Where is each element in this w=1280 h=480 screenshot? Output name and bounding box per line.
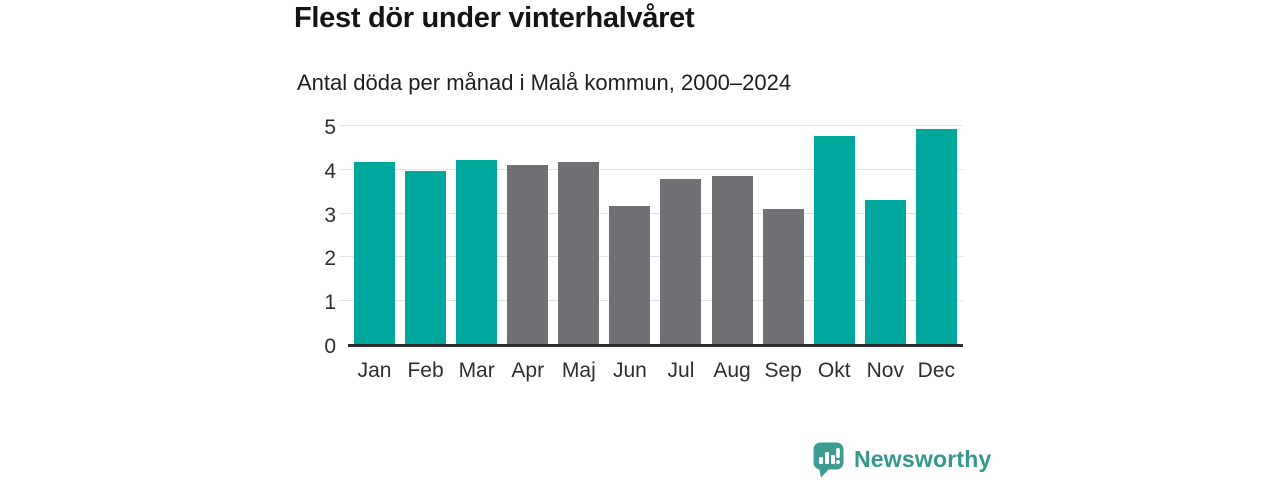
x-tick-label: Feb bbox=[407, 359, 444, 382]
bar-mar bbox=[456, 160, 498, 344]
y-tick-label: 5 bbox=[324, 116, 336, 139]
x-tick-label: Mar bbox=[458, 359, 495, 382]
plot-area bbox=[340, 125, 963, 347]
gridline-y5 bbox=[340, 125, 963, 126]
x-axis-labels: Jan Feb Mar Apr Maj Jun Jul Aug Sep Okt Nov Dec bbox=[348, 359, 963, 383]
y-tick-label: 2 bbox=[324, 247, 336, 271]
newsworthy-logo-text: Newsworthy bbox=[854, 446, 992, 472]
bar-okt bbox=[813, 135, 855, 344]
bar-series bbox=[348, 128, 963, 344]
bar-jan bbox=[354, 161, 395, 344]
chart-title: Flest dör under vinterhalvåret bbox=[294, 2, 695, 34]
gridline-y1 bbox=[340, 300, 963, 302]
newsworthy-logo: Newsworthy bbox=[812, 441, 991, 478]
bar-maj bbox=[558, 161, 600, 344]
x-tick-label: Jul bbox=[667, 359, 695, 382]
x-tick-label: Jun bbox=[612, 359, 647, 382]
x-tick-label: Apr bbox=[511, 359, 545, 382]
y-tick-label: 4 bbox=[324, 159, 336, 183]
bar-jun bbox=[609, 205, 651, 344]
chart-subtitle: Antal döda per månad i Malå kommun, 2000… bbox=[297, 70, 792, 95]
bar-dec bbox=[915, 128, 957, 344]
bar-sep bbox=[762, 209, 804, 344]
bar-feb bbox=[405, 170, 447, 344]
x-tick-label: Maj bbox=[561, 359, 596, 382]
gridline-y3 bbox=[340, 212, 963, 214]
gridline-y2 bbox=[340, 256, 963, 258]
x-tick-label: Aug bbox=[713, 359, 751, 382]
bar-aug bbox=[711, 175, 753, 344]
y-tick-label: 0 bbox=[324, 335, 336, 358]
bar-jul bbox=[660, 179, 702, 344]
x-tick-label: Jan bbox=[357, 359, 392, 382]
y-tick-label: 1 bbox=[324, 291, 336, 315]
x-tick-label: Okt bbox=[817, 359, 851, 382]
bar-apr bbox=[507, 165, 549, 344]
x-tick-label: Dec bbox=[917, 359, 956, 382]
x-tick-label: Nov bbox=[866, 359, 904, 382]
bar-nov bbox=[864, 200, 906, 344]
x-tick-label: Sep bbox=[764, 359, 802, 382]
gridline-y4 bbox=[340, 168, 963, 170]
y-tick-label: 3 bbox=[324, 203, 336, 227]
newsworthy-logo-icon bbox=[813, 442, 844, 478]
